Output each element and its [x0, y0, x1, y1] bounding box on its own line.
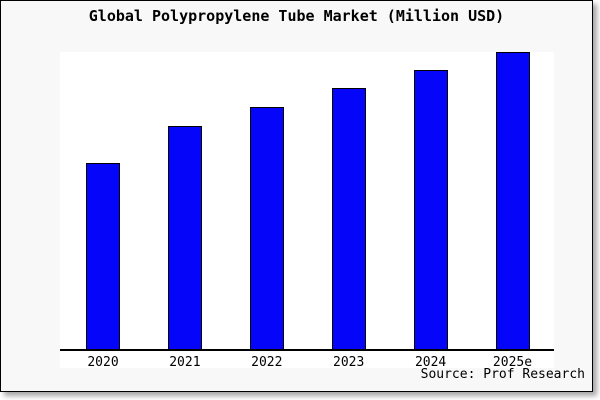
bar-2025e	[495, 52, 530, 350]
x-tick-label-2021: 2021	[169, 355, 201, 370]
bar-2020	[86, 163, 120, 350]
plot-area: 2020 2021 2022 2023 2024 2025e	[60, 52, 554, 370]
chart-title: Global Polypropylene Tube Market (Millio…	[88, 7, 505, 25]
x-tick-label-2025e: 2025e	[492, 355, 533, 370]
x-tick-label-2020: 2020	[87, 355, 119, 370]
bar-2021	[167, 126, 202, 350]
x-tick-label-2023: 2023	[333, 355, 365, 370]
bar-2023	[331, 88, 366, 350]
source-attribution: Source: Prof Research	[420, 367, 585, 382]
x-tick-label-2024: 2024	[414, 355, 447, 370]
bar-2022	[249, 107, 284, 350]
x-tick-label-2022: 2022	[251, 355, 283, 370]
chart-frame: Global Polypropylene Tube Market (Millio…	[0, 0, 593, 392]
bar-2024	[413, 70, 448, 350]
x-axis-line	[60, 349, 554, 351]
